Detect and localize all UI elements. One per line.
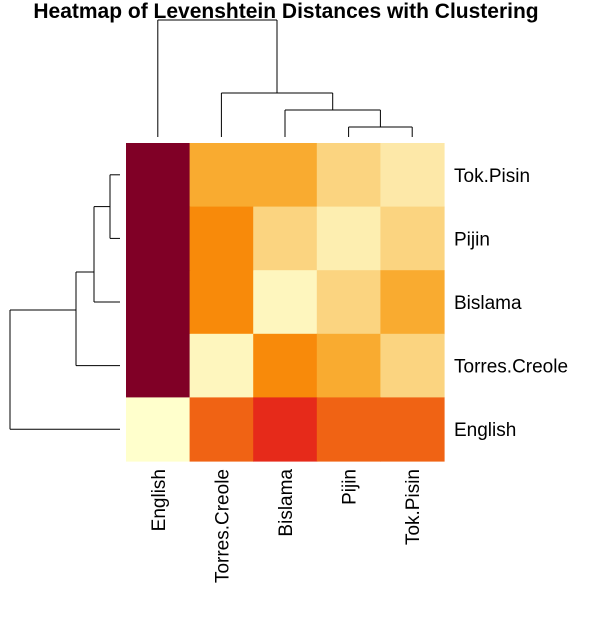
- heatmap-cell: [380, 206, 445, 271]
- column-label: Bislama: [276, 469, 297, 537]
- heatmap-cell: [316, 333, 381, 398]
- column-label: Pijin: [340, 469, 361, 505]
- row-dendrogram: [9, 174, 120, 430]
- heatmap-cells: [126, 143, 445, 462]
- heatmap-cell: [126, 397, 191, 462]
- heatmap-cell: [253, 397, 318, 462]
- heatmap-cell: [380, 397, 445, 462]
- heatmap-cell: [126, 270, 191, 335]
- chart-title: Heatmap of Levenshtein Distances with Cl…: [33, 0, 538, 23]
- heatmap-cell: [189, 206, 254, 271]
- row-labels: Tok.Pisin Pijin Bislama Torres.Creole Englis…: [454, 166, 568, 441]
- row-label: English: [454, 420, 516, 441]
- heatmap-cell: [253, 270, 318, 335]
- heatmap-cell: [126, 333, 191, 398]
- heatmap-cell: [253, 206, 318, 271]
- row-label: Torres.Creole: [454, 357, 568, 378]
- heatmap-cell: [253, 333, 318, 398]
- heatmap-cell: [126, 206, 191, 271]
- column-labels: English Torres.Creole Bislama Pijin Tok.Pisi…: [149, 469, 424, 583]
- column-dendrogram: [157, 19, 413, 137]
- row-label: Tok.Pisin: [454, 166, 530, 187]
- heatmap-cell: [126, 143, 191, 208]
- heatmap-cell: [189, 270, 254, 335]
- heatmap-cell: [316, 397, 381, 462]
- row-label: Bislama: [454, 293, 522, 314]
- heatmap-cell: [316, 270, 381, 335]
- heatmap-cell: [253, 143, 318, 208]
- heatmap-cell: [380, 270, 445, 335]
- column-label: Tok.Pisin: [403, 469, 424, 545]
- heatmap-cell: [380, 333, 445, 398]
- column-label: English: [149, 469, 170, 531]
- heatmap-cell: [189, 143, 254, 208]
- column-label: Torres.Creole: [212, 469, 233, 583]
- heatmap-cell: [189, 397, 254, 462]
- row-label: Pijin: [454, 229, 490, 250]
- heatmap-cell: [316, 143, 381, 208]
- heatmap-cell: [380, 143, 445, 208]
- heatmap-cell: [316, 206, 381, 271]
- heatmap-cell: [189, 333, 254, 398]
